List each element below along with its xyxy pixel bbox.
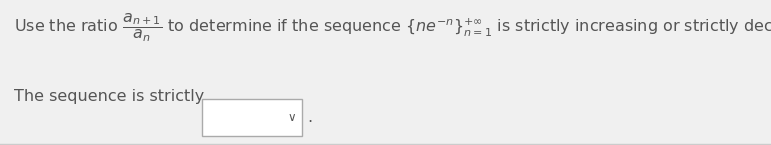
- Text: ∨: ∨: [288, 111, 296, 124]
- Text: Use the ratio $\dfrac{a_{n+1}}{a_n}$ to determine if the sequence $\left\{ne^{-n: Use the ratio $\dfrac{a_{n+1}}{a_n}$ to …: [14, 12, 771, 44]
- Text: The sequence is strictly: The sequence is strictly: [14, 89, 204, 104]
- FancyBboxPatch shape: [202, 99, 302, 136]
- Text: .: .: [308, 110, 313, 125]
